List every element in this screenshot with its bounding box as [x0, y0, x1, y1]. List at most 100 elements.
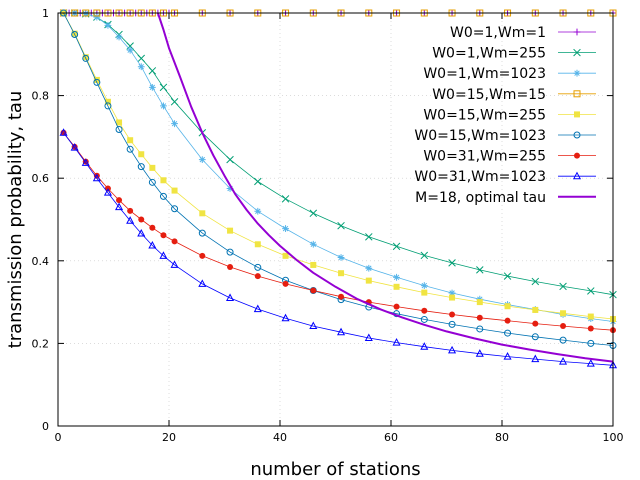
data-point: [420, 282, 428, 289]
data-point: [92, 173, 101, 182]
data-point: [587, 325, 594, 332]
series-9: [156, 12, 614, 363]
data-point: [532, 306, 539, 313]
x-tick-label: 60: [384, 431, 398, 444]
legend-entry: W0=15,Wm=15: [432, 87, 596, 103]
data-point: [254, 177, 262, 186]
legend-label: W0=1,Wm=1: [450, 25, 546, 41]
legend-marker: [573, 69, 581, 77]
legend-label: W0=31,Wm=255: [423, 149, 546, 165]
axis-ticks: 0 20 40 60 80 100 0 0.2 0.4 0.6 0.8 1: [32, 7, 624, 444]
legend-marker: [572, 171, 582, 180]
data-point: [532, 320, 539, 327]
data-point: [393, 273, 400, 281]
data-point: [476, 299, 483, 306]
legend-entry: W0=15,Wm=1023: [414, 128, 596, 144]
data-point: [104, 21, 112, 29]
data-point: [148, 83, 156, 91]
data-point: [82, 10, 90, 18]
data-point: [504, 329, 512, 337]
data-point: [82, 54, 90, 62]
series-5: [60, 10, 616, 323]
data-point: [159, 251, 168, 259]
legend-label: M=18, optimal tau: [415, 190, 546, 206]
series-8: [59, 128, 618, 369]
data-point: [70, 143, 79, 151]
x-axis-title: number of stations: [250, 459, 420, 480]
data-point: [126, 145, 134, 153]
x-tick-label: 40: [273, 431, 287, 444]
data-point: [148, 67, 157, 75]
data-point: [199, 210, 206, 217]
data-point: [448, 320, 456, 328]
data-point: [254, 241, 261, 248]
data-point: [448, 289, 456, 297]
data-point: [282, 252, 289, 259]
data-point: [71, 30, 79, 38]
data-point: [365, 277, 372, 284]
legend-marker: [573, 131, 581, 139]
data-point: [559, 357, 568, 365]
legend: W0=1,Wm=1 W0=1,Wm=255 W0=1,Wm=1023 W0=15,Wm…: [414, 25, 596, 206]
data-point: [560, 323, 567, 330]
data-point: [503, 352, 512, 360]
data-point: [93, 76, 100, 83]
y-tick-label: 0.2: [32, 337, 50, 350]
data-point: [392, 338, 401, 346]
data-point: [448, 259, 456, 267]
data-point: [587, 313, 594, 320]
legend-label: W0=1,Wm=255: [432, 46, 546, 62]
legend-marker: [574, 111, 580, 118]
legend-marker: [573, 48, 581, 57]
data-point: [171, 187, 178, 194]
legend-entry: W0=1,Wm=1023: [423, 66, 596, 82]
data-point: [137, 163, 145, 171]
x-tick-label: 100: [603, 431, 624, 444]
data-point: [226, 248, 234, 256]
plot-frame: [57, 12, 614, 427]
data-point: [475, 349, 484, 357]
data-point: [148, 178, 156, 186]
data-point: [137, 54, 146, 63]
y-tick-label: 1: [42, 7, 49, 20]
data-point: [115, 33, 123, 41]
data-point: [103, 188, 112, 196]
data-point: [82, 54, 89, 61]
legend-entry: W0=1,Wm=255: [432, 46, 596, 62]
data-point: [127, 137, 134, 144]
data-point: [449, 311, 456, 318]
legend-entry: W0=15,Wm=255: [423, 107, 596, 123]
data-point: [149, 164, 156, 171]
data-point: [93, 13, 101, 21]
data-point: [115, 202, 124, 211]
x-tick-label: 80: [495, 431, 509, 444]
data-point: [198, 156, 206, 164]
data-point: [149, 224, 156, 231]
data-point: [127, 207, 134, 214]
data-point: [226, 293, 235, 301]
data-point: [364, 333, 373, 342]
data-point: [420, 342, 429, 350]
data-point: [159, 83, 168, 92]
data-point: [560, 310, 567, 317]
data-point: [531, 333, 539, 341]
data-point: [392, 242, 401, 251]
data-point: [281, 195, 290, 203]
data-point: [115, 125, 123, 133]
data-point: [104, 98, 111, 105]
data-point: [116, 119, 123, 126]
y-axis-title: transmission probability, tau: [5, 91, 26, 349]
data-point: [365, 264, 373, 272]
legend-entry: M=18, optimal tau: [415, 190, 596, 206]
data-point: [160, 177, 167, 184]
data-point: [393, 303, 400, 310]
data-point: [171, 205, 179, 213]
x-tick-label: 20: [162, 431, 176, 444]
y-tick-label: 0.8: [32, 90, 50, 103]
data-point: [126, 216, 135, 224]
data-point: [226, 185, 234, 192]
data-point: [104, 102, 112, 110]
data-point: [504, 317, 511, 324]
data-point: [253, 304, 262, 313]
data-point: [449, 294, 456, 301]
